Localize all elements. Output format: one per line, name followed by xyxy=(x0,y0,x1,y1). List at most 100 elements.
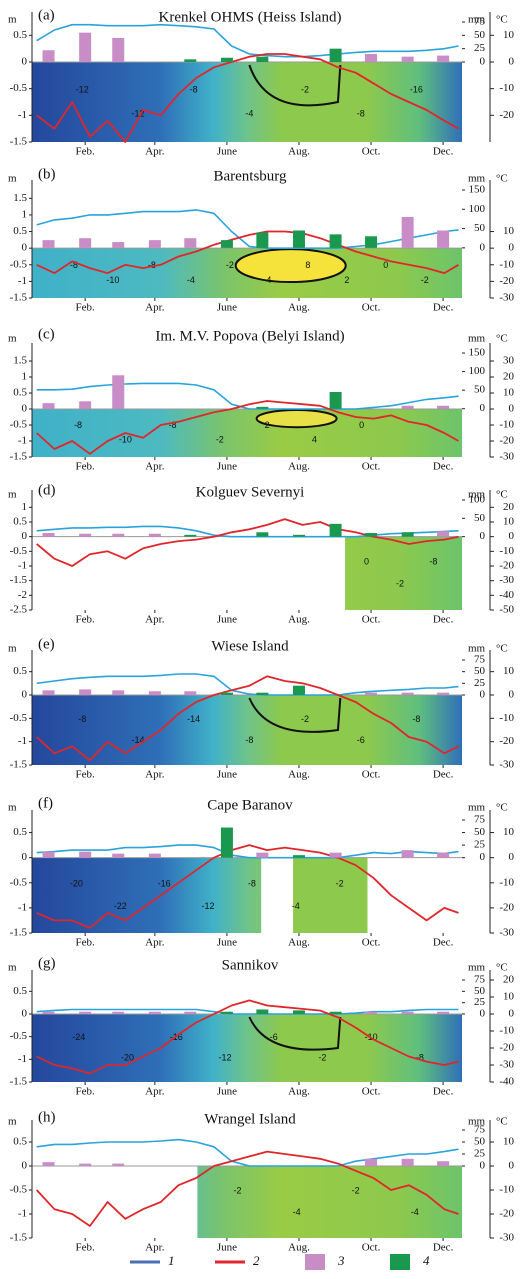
x-tick-label: Dec. xyxy=(433,1242,454,1254)
y-tick-label: -1.5 xyxy=(10,1232,28,1244)
contour-label: -2 xyxy=(352,1186,360,1196)
precip-bar xyxy=(256,56,269,62)
y2-tick-label: 50 xyxy=(474,1136,486,1148)
precip-bar xyxy=(42,1011,55,1014)
warm-core xyxy=(234,248,347,284)
contour-label: -8 xyxy=(70,260,78,270)
legend-label: 1 xyxy=(168,1253,175,1268)
precip-bar xyxy=(256,692,269,695)
x-tick-label: Aug. xyxy=(288,1242,310,1254)
precip-bar xyxy=(401,217,414,248)
panel-title: Kolguev Severnyi xyxy=(196,484,305,500)
contour-label: 4 xyxy=(312,435,317,445)
y2-tick-label: 75 xyxy=(474,16,486,28)
y-tick-label: -1 xyxy=(18,901,27,913)
x-tick-label: Dec. xyxy=(433,302,454,314)
x-tick-label: Apr. xyxy=(145,937,165,949)
x-tick-label: Apr. xyxy=(145,1086,165,1098)
y-axis-label: m xyxy=(8,802,17,814)
y3-axis-label: °C xyxy=(496,14,508,26)
y-tick-label: 0 xyxy=(22,56,28,68)
panel-title: Wiese Island xyxy=(211,638,289,654)
contour-label: -4 xyxy=(411,1207,419,1217)
x-tick-label: Oct. xyxy=(362,769,381,781)
temperature-line xyxy=(36,1150,459,1227)
contour-label: -8 xyxy=(429,557,437,567)
y3-tick-label: -10 xyxy=(499,419,514,431)
warm-core xyxy=(255,408,338,429)
contour-label: -14 xyxy=(131,735,144,745)
y3-tick-label: -20 xyxy=(499,1042,514,1054)
contour-label: -10 xyxy=(119,435,132,445)
snow-depth-line xyxy=(36,525,459,538)
contour-label: -2 xyxy=(216,435,224,445)
y-tick-label: 1 xyxy=(22,501,28,513)
x-tick-label: June xyxy=(217,937,237,949)
contour-label: -12 xyxy=(202,901,215,911)
y2-tick-label: 100 xyxy=(469,365,486,377)
legend-label: 2 xyxy=(253,1253,260,1268)
panel-label: (d) xyxy=(38,482,56,498)
y2-axis-label: mm xyxy=(468,173,486,185)
contour-label: -2 xyxy=(318,1053,326,1063)
y-tick-label: 0.5 xyxy=(13,387,27,399)
x-tick-label: Apr. xyxy=(145,1242,165,1254)
precip-bar xyxy=(42,851,55,858)
x-tick-label: Oct. xyxy=(362,146,381,158)
precip-bar xyxy=(42,533,55,537)
precip-bar xyxy=(437,531,450,537)
contour-label: -8 xyxy=(357,108,365,118)
ground-field xyxy=(32,409,462,457)
contour-label: -20 xyxy=(121,1053,134,1063)
precip-bar xyxy=(148,1011,161,1014)
x-tick-label: Apr. xyxy=(145,146,165,158)
precip-bar xyxy=(148,691,161,695)
precip-bar xyxy=(292,1010,305,1014)
y-tick-label: -1 xyxy=(18,435,27,447)
y3-tick-label: -30 xyxy=(499,1232,514,1244)
x-tick-label: Oct. xyxy=(362,614,381,626)
panel-label: (h) xyxy=(38,1109,56,1125)
y2-tick-label: 0 xyxy=(480,1160,486,1172)
no-data xyxy=(367,857,464,934)
y3-tick-label: 10 xyxy=(503,29,515,41)
y3-tick-label: -40 xyxy=(499,589,514,601)
snow-depth-line xyxy=(36,1138,459,1167)
y2-axis-label: mm xyxy=(468,333,486,345)
precip-bar xyxy=(79,533,92,537)
panel-label: (g) xyxy=(38,955,56,971)
contour-label: -14 xyxy=(187,714,200,724)
thaw-contour xyxy=(248,1016,342,1051)
y-tick-label: -0.5 xyxy=(10,545,28,557)
precip-bar xyxy=(437,1161,450,1166)
panel-title: Im. M.V. Popova (Belyi Island) xyxy=(155,328,344,344)
x-tick-label: June xyxy=(217,614,237,626)
precip-bar xyxy=(184,1011,197,1014)
x-tick-label: Oct. xyxy=(362,302,381,314)
y3-tick-label: 10 xyxy=(503,826,515,838)
contour-label: -2 xyxy=(301,714,309,724)
y3-tick-label: -30 xyxy=(499,292,514,304)
precip-bar xyxy=(112,38,125,62)
x-tick-label: Dec. xyxy=(433,614,454,626)
y2-tick-label: 25 xyxy=(474,996,486,1008)
y-tick-label: -0.5 xyxy=(10,82,28,94)
snow-depth-line xyxy=(36,209,459,249)
x-tick-label: June xyxy=(217,461,237,473)
precip-bar xyxy=(437,852,450,858)
contour-label: -10 xyxy=(106,275,119,285)
y2-tick-label: 75 xyxy=(474,654,486,666)
precip-bar xyxy=(148,533,161,537)
precip-bar xyxy=(112,242,125,248)
y3-tick-label: -10 xyxy=(499,258,514,270)
contour-label: -2 xyxy=(234,1186,242,1196)
contour-label: -8 xyxy=(78,714,86,724)
precip-bar xyxy=(79,689,92,695)
y-tick-label: -1 xyxy=(18,1208,27,1220)
y-tick-label: 1 xyxy=(22,371,28,383)
x-tick-label: June xyxy=(217,1086,237,1098)
y2-axis-label: mm xyxy=(468,962,486,974)
